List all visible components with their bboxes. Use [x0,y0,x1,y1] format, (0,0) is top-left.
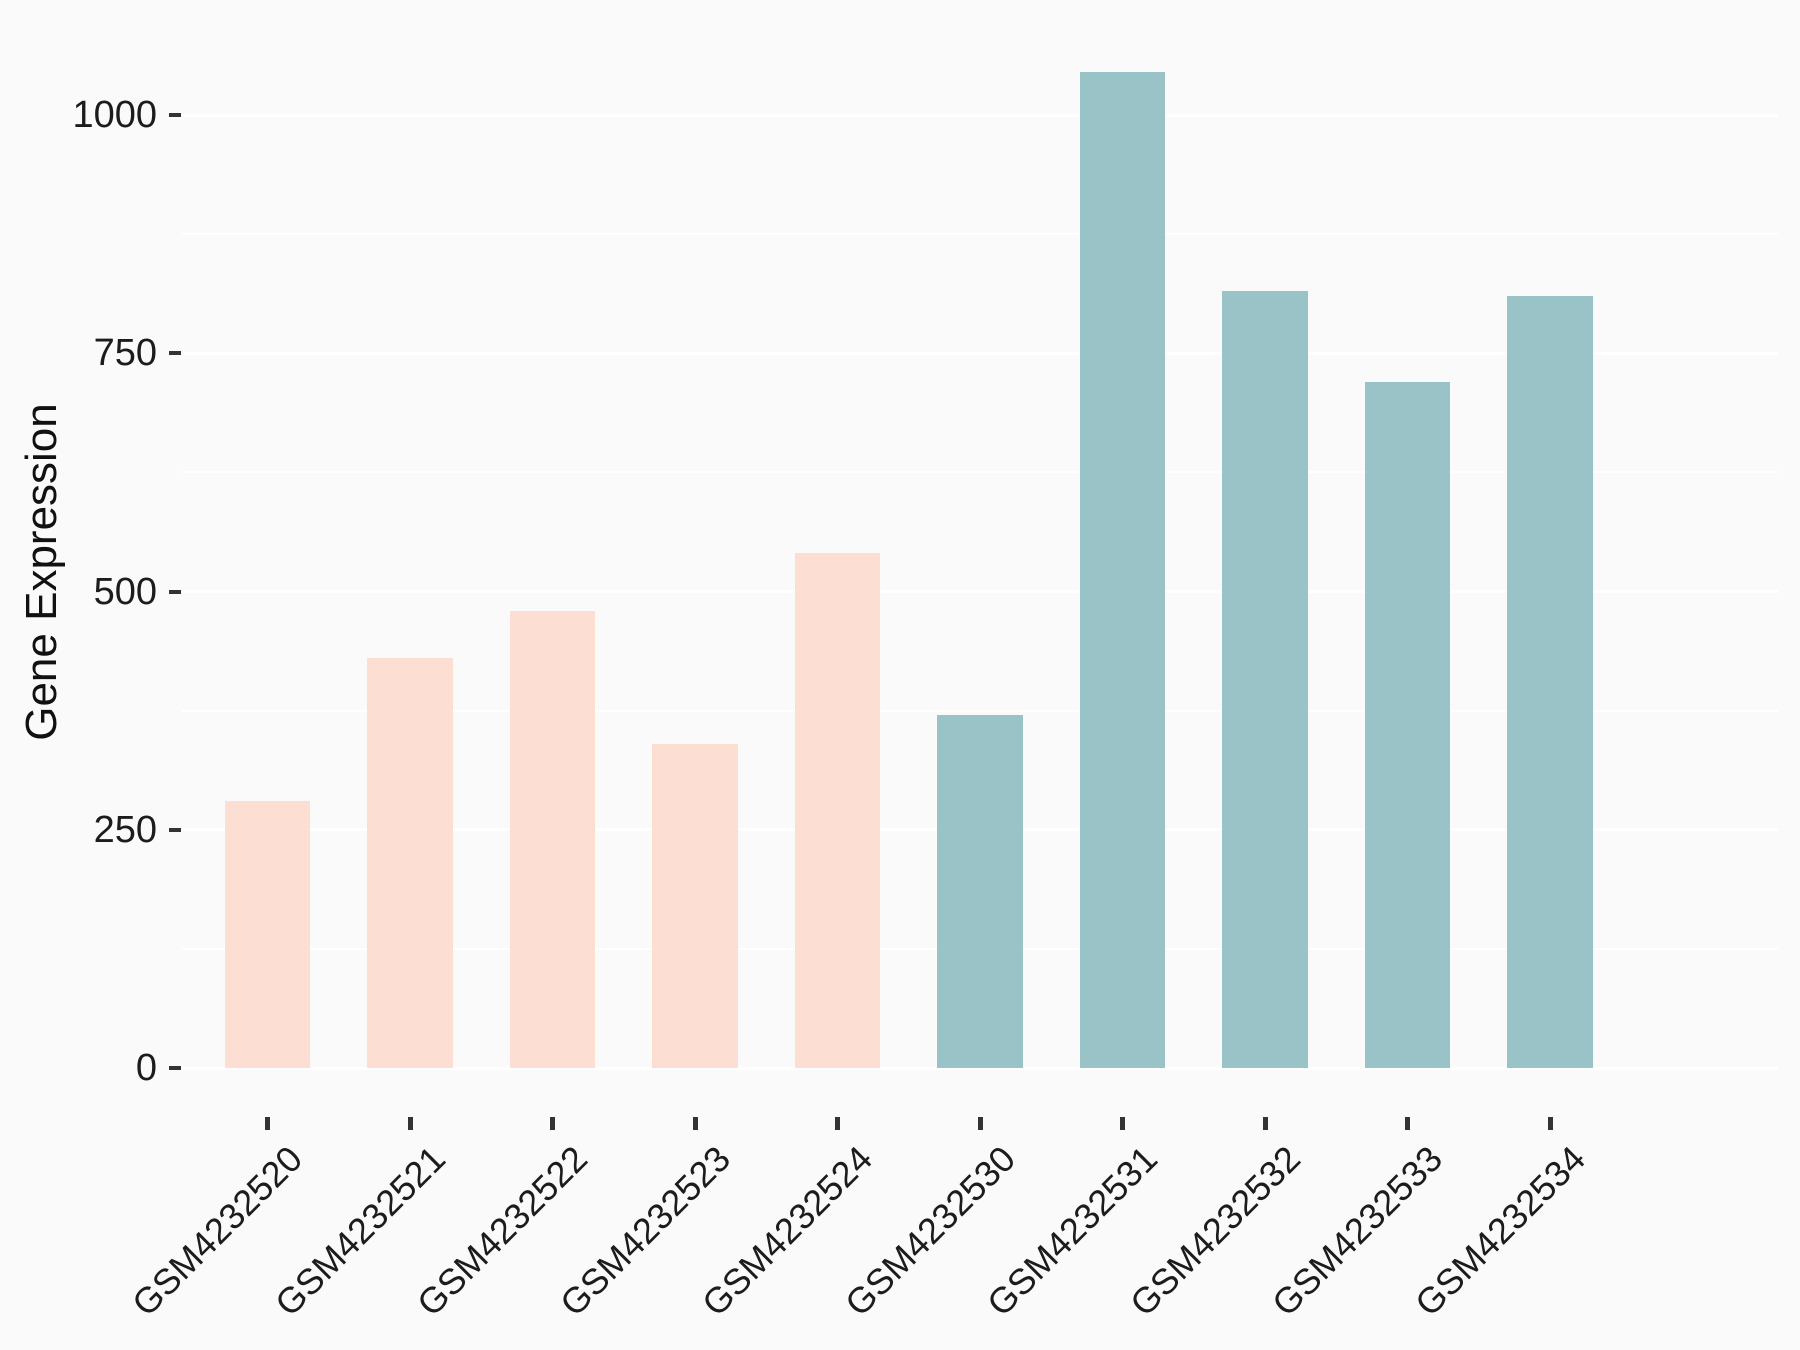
y-axis-tick [169,113,181,117]
y-axis-title: Gene Expression [17,402,66,741]
x-axis-tick [1262,1117,1268,1130]
bar-GSM4232524 [794,553,881,1068]
bar-GSM4232522 [509,610,596,1068]
bar-GSM4232531 [1079,72,1166,1068]
bar-GSM4232521 [367,658,453,1068]
y-axis-title-box: Gene Expression [0,0,84,1143]
major-gridline [182,590,1778,593]
y-axis-tick [169,351,181,356]
bar-GSM4232523 [652,743,738,1068]
x-axis-tick [1405,1117,1410,1130]
major-gridline [182,351,1778,355]
y-axis-tick-label: 0 [135,1047,157,1089]
minor-gridline [182,471,1778,474]
y-axis-tick [169,827,181,832]
x-axis-tick [835,1117,840,1130]
y-axis-tick-label: 250 [93,808,157,851]
bar-GSM4232520 [224,801,311,1068]
bar-GSM4232532 [1222,291,1308,1068]
x-axis-tick [1547,1117,1553,1130]
x-axis-tick [692,1117,698,1130]
bar-GSM4232534 [1507,296,1593,1068]
y-axis-tick-label: 1000 [72,94,157,136]
y-axis-tick-label: 750 [93,332,157,375]
minor-gridline [182,233,1778,236]
x-axis-tick [977,1117,983,1130]
major-gridline [182,113,1778,117]
bar-GSM4232533 [1364,381,1451,1068]
bar-GSM4232530 [937,715,1023,1068]
minor-gridline [182,709,1778,712]
x-axis-tick [265,1117,270,1130]
y-axis-tick [169,1066,181,1070]
x-axis-tick [407,1117,413,1130]
y-axis-tick [169,589,181,594]
major-gridline [182,1066,1778,1070]
x-axis-tick [1120,1117,1125,1130]
x-axis-tick [550,1117,555,1130]
y-axis-tick-label: 500 [93,570,157,613]
